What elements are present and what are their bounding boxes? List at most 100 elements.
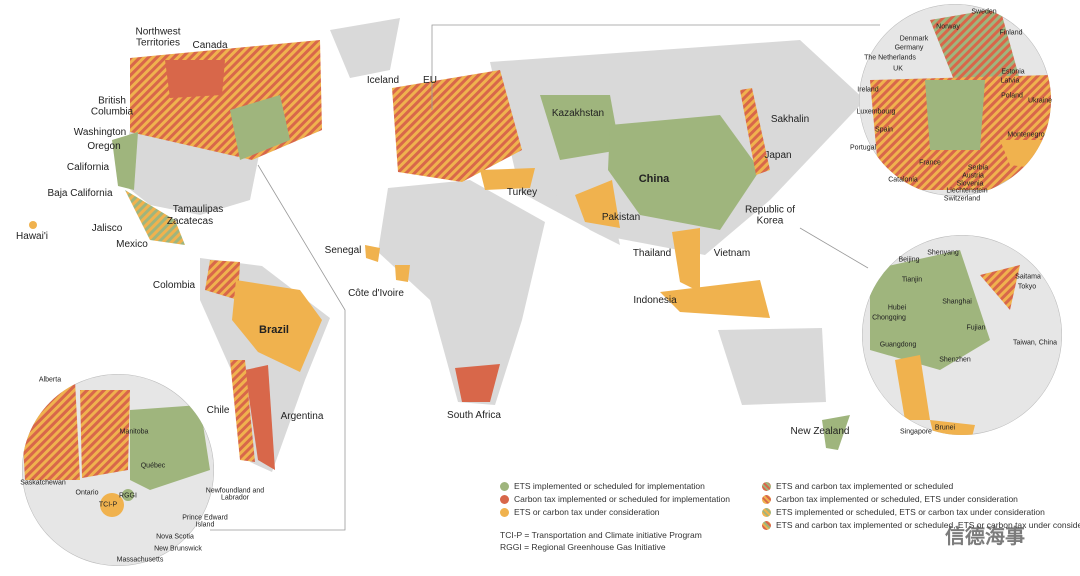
- legend-label: Carbon tax implemented or scheduled, ETS…: [776, 494, 1018, 504]
- place-label: Norway: [936, 23, 960, 31]
- place-label: Ontario: [75, 489, 99, 497]
- place-label: Newfoundland and Labrador: [205, 487, 265, 502]
- legend-label: ETS or carbon tax under consideration: [514, 507, 660, 517]
- place-label: Austria: [962, 172, 984, 180]
- legend-swatch: [500, 507, 509, 517]
- place-label: Guangdong: [879, 341, 917, 349]
- place-label: Indonesia: [633, 294, 677, 306]
- place-label: Estonia: [1001, 68, 1025, 76]
- place-label: Tokyo: [1017, 283, 1037, 291]
- place-label: Turkey: [506, 186, 538, 198]
- place-label: Chile: [206, 404, 230, 416]
- place-label: Iceland: [366, 74, 400, 86]
- place-label: Spain: [875, 126, 893, 134]
- place-label: Ireland: [857, 86, 879, 94]
- europe-inset: [859, 4, 1051, 196]
- place-label: Senegal: [324, 244, 362, 256]
- place-label: Serbia: [967, 164, 989, 172]
- place-label: New Brunswick: [154, 545, 202, 553]
- watermark: 信德海事: [945, 526, 1025, 548]
- place-label: Brazil: [259, 324, 289, 337]
- place-label: Jalisco: [91, 222, 123, 234]
- policy-regions: [29, 40, 850, 470]
- place-label: Vietnam: [713, 247, 751, 259]
- legend-label: ETS and carbon tax implemented or schedu…: [776, 520, 1080, 530]
- place-label: Québec: [140, 462, 166, 470]
- place-label: Sweden: [971, 8, 997, 16]
- inset-connectors: [210, 24, 880, 531]
- place-label: Baja California: [47, 187, 113, 199]
- legend-swatch: [762, 507, 771, 517]
- place-label: Chongqing: [872, 314, 906, 322]
- place-label: Thailand: [632, 247, 672, 259]
- place-label: TCI-P: [98, 501, 118, 509]
- place-label: Shenzhen: [939, 356, 971, 364]
- place-label: Fujian: [966, 324, 986, 332]
- place-label: Zacatecas: [166, 215, 214, 227]
- place-label: Taiwan, China: [1013, 339, 1057, 347]
- place-label: Denmark: [899, 35, 929, 43]
- place-label: Shanghai: [942, 298, 972, 306]
- legend-label: ETS implemented or scheduled for impleme…: [514, 481, 705, 491]
- legend-item: ETS implemented or scheduled for impleme…: [500, 481, 705, 491]
- place-label: South Africa: [447, 409, 501, 421]
- place-label: Oregon: [87, 140, 121, 152]
- place-label: Massachusetts: [116, 556, 164, 564]
- legend-item: ETS and carbon tax implemented or schedu…: [762, 481, 953, 491]
- place-label: Nova Scotia: [156, 533, 194, 541]
- legend-item: Carbon tax implemented or scheduled for …: [500, 494, 730, 504]
- place-label: France: [919, 159, 941, 167]
- legend-item: Carbon tax implemented or scheduled, ETS…: [762, 494, 1018, 504]
- place-label: Prince Edward Island: [182, 514, 228, 529]
- place-label: Switzerland: [943, 195, 981, 203]
- place-label: Northwest Territories: [135, 26, 181, 48]
- place-label: Ukraine: [1027, 97, 1053, 105]
- place-label: The Netherlands: [864, 54, 916, 62]
- place-label: Alberta: [38, 376, 62, 384]
- place-label: British Columbia: [90, 95, 134, 117]
- place-label: Kazakhstan: [551, 107, 605, 119]
- place-label: Colombia: [152, 279, 196, 291]
- place-label: Poland: [1001, 92, 1023, 100]
- legend-note: TCI-P = Transportation and Climate initi…: [500, 530, 702, 540]
- legend-swatch: [500, 494, 509, 504]
- place-label: UK: [893, 65, 903, 73]
- place-label: Finland: [999, 29, 1023, 37]
- place-label: Washington: [73, 126, 127, 138]
- place-label: Sakhalin: [770, 113, 810, 125]
- place-label: New Zealand: [790, 425, 850, 437]
- legend-swatch: [500, 481, 509, 491]
- place-label: Pakistan: [601, 211, 641, 223]
- place-label: Japan: [764, 149, 792, 161]
- place-label: Luxembourg: [856, 108, 896, 116]
- place-label: Brunei: [934, 424, 956, 432]
- place-label: Côte d'Ivoire: [348, 287, 404, 299]
- place-label: Montenegro: [1007, 131, 1045, 139]
- asia-inset: [862, 235, 1062, 435]
- place-label: Beijing: [898, 256, 920, 264]
- place-label: Catalonia: [888, 176, 918, 184]
- place-label: Portugal: [849, 144, 877, 152]
- place-label: Manitoba: [119, 428, 149, 436]
- place-label: Latvia: [1000, 77, 1020, 85]
- legend-swatch: [762, 494, 771, 504]
- place-label: RGGI: [119, 492, 137, 500]
- legend-note: RGGI = Regional Greenhouse Gas Initiativ…: [500, 542, 666, 552]
- legend-label: ETS implemented or scheduled, ETS or car…: [776, 507, 1045, 517]
- legend-label: ETS and carbon tax implemented or schedu…: [776, 481, 954, 491]
- place-label: Tamaulipas: [172, 203, 224, 215]
- place-label: Republic of Korea: [744, 204, 796, 226]
- place-label: Argentina: [280, 410, 324, 422]
- place-label: Singapore: [900, 428, 932, 436]
- place-label: Slovenia: [956, 180, 984, 188]
- place-label: Tianjin: [901, 276, 923, 284]
- place-label: Saitama: [1015, 273, 1041, 281]
- place-label: Shenyang: [927, 249, 959, 257]
- place-label: China: [638, 173, 670, 186]
- legend-swatch: [762, 481, 771, 491]
- place-label: Germany: [894, 44, 924, 52]
- place-label: Liechtenstein: [946, 187, 988, 195]
- place-label: Hawai'i: [16, 230, 48, 242]
